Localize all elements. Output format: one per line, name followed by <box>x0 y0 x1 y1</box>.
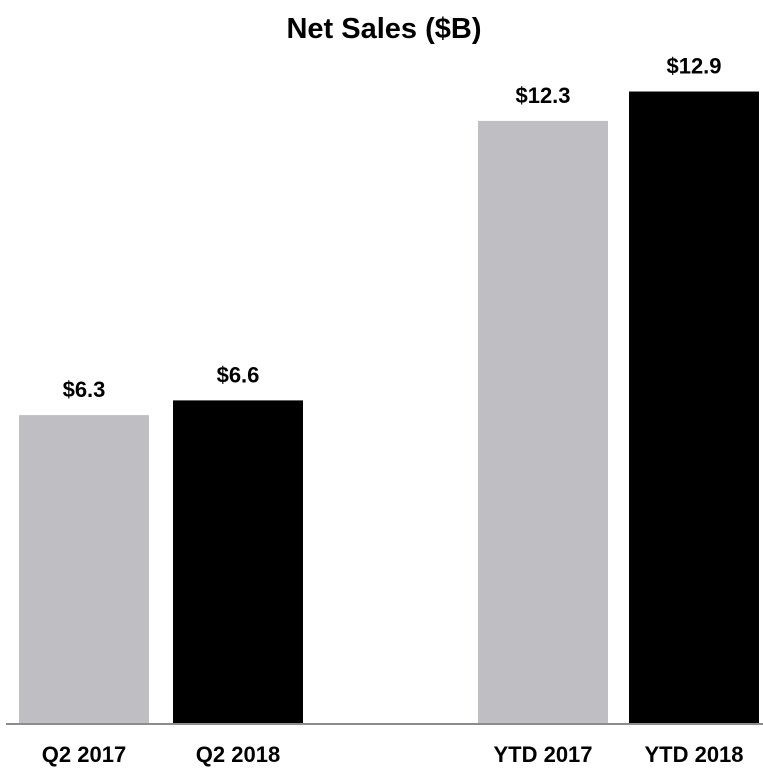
data-labels-layer: $6.3 $6.6 $12.3 $12.9 <box>63 54 722 403</box>
x-tick-label-q2-2018: Q2 2018 <box>196 742 280 767</box>
x-tick-label-ytd-2017: YTD 2017 <box>493 742 592 767</box>
bar-q2-2017 <box>19 415 149 724</box>
chart-title: Net Sales ($B) <box>286 13 481 45</box>
data-label-ytd-2018: $12.9 <box>666 54 721 79</box>
bar-ytd-2018 <box>629 91 759 725</box>
data-label-q2-2018: $6.6 <box>217 362 260 387</box>
data-label-ytd-2017: $12.3 <box>515 83 570 108</box>
x-tick-label-ytd-2018: YTD 2018 <box>644 742 743 767</box>
x-tick-label-q2-2017: Q2 2017 <box>42 742 126 767</box>
bar-ytd-2017 <box>478 120 608 724</box>
data-label-q2-2017: $6.3 <box>63 377 106 402</box>
bar-q2-2018 <box>173 400 303 724</box>
x-tick-labels-layer: Q2 2017 Q2 2018 YTD 2017 YTD 2018 <box>42 742 744 767</box>
bars-layer <box>19 91 759 725</box>
